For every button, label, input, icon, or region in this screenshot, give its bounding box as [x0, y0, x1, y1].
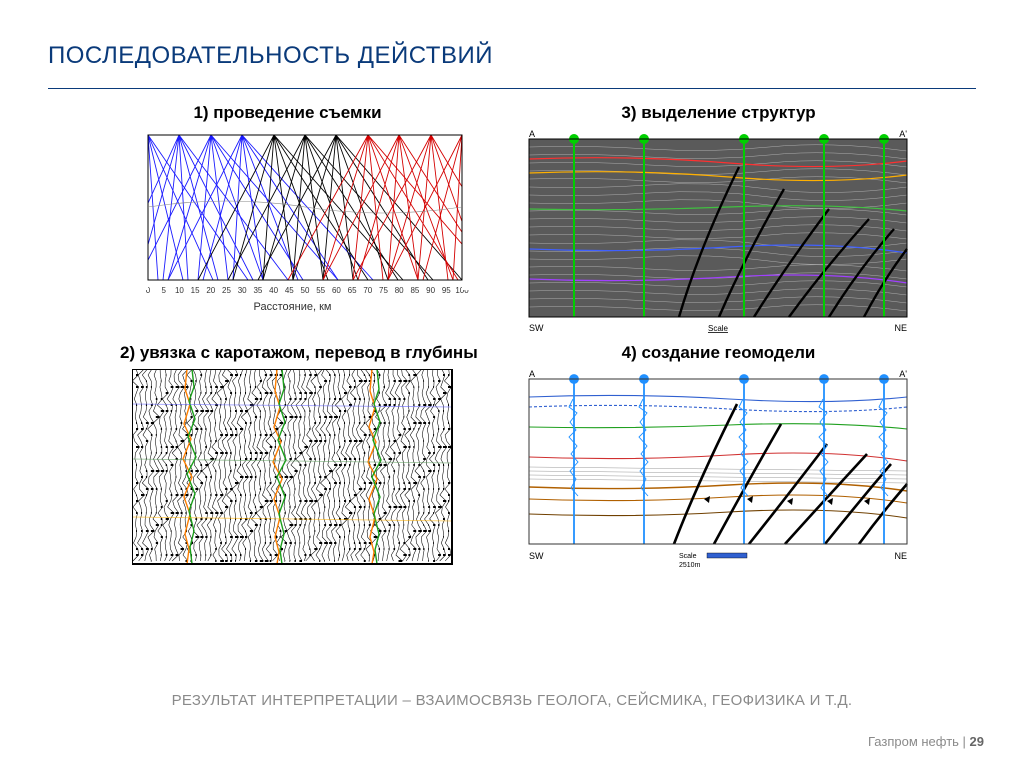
svg-text:2510m: 2510m: [679, 562, 701, 569]
svg-text:50: 50: [301, 286, 310, 295]
page-number: 29: [970, 734, 984, 749]
panel3-title: 3) выделение структур: [521, 103, 916, 123]
svg-text:70: 70: [363, 286, 372, 295]
slide: ПОСЛЕДОВАТЕЛЬНОСТЬ ДЕЙСТВИЙ 1) проведени…: [0, 0, 1024, 767]
svg-text:60: 60: [332, 286, 341, 295]
panel3-chart: A A': [521, 129, 916, 337]
svg-text:40: 40: [269, 286, 278, 295]
panel1-title: 1) проведение съемки: [90, 103, 485, 123]
panel-survey: 1) проведение съемки 0 10 0510 152025 30…: [120, 103, 485, 337]
svg-text:5: 5: [161, 286, 166, 295]
svg-text:55: 55: [316, 286, 325, 295]
svg-text:Scale: Scale: [708, 324, 729, 333]
svg-text:20: 20: [206, 286, 215, 295]
page-title: ПОСЛЕДОВАТЕЛЬНОСТЬ ДЕЙСТВИЙ: [48, 42, 976, 70]
svg-text:Scale: Scale: [679, 553, 697, 560]
svg-text:65: 65: [348, 286, 357, 295]
svg-text:A: A: [529, 129, 535, 139]
svg-text:45: 45: [285, 286, 294, 295]
svg-text:15: 15: [191, 286, 200, 295]
footer-brand: Газпром нефть | 29: [868, 734, 984, 749]
svg-text:30: 30: [238, 286, 247, 295]
svg-text:85: 85: [410, 286, 419, 295]
panel2-chart: [132, 369, 467, 569]
panel-structures: 3) выделение структур A A': [521, 103, 916, 337]
svg-text:10: 10: [175, 286, 184, 295]
svg-text:25: 25: [222, 286, 231, 295]
panel4-title: 4) создание геомодели: [521, 343, 916, 363]
panel-geomodel: 4) создание геомодели A A': [521, 343, 916, 569]
svg-text:A': A': [899, 369, 907, 379]
svg-text:90: 90: [426, 286, 435, 295]
svg-text:95: 95: [442, 286, 451, 295]
svg-text:A: A: [529, 369, 535, 379]
svg-text:NE: NE: [894, 551, 907, 561]
svg-text:75: 75: [379, 286, 388, 295]
panel4-chart: A A': [521, 369, 916, 569]
panel2-title: 2) увязка с каротажом, перевод в глубины: [120, 343, 485, 363]
svg-text:SW: SW: [529, 551, 544, 561]
panel1-chart: 0 10 0510 152025 303540 455055 606570 75…: [120, 129, 475, 299]
svg-text:SW: SW: [529, 323, 544, 333]
panel-well-tie: 2) увязка с каротажом, перевод в глубины: [120, 343, 485, 569]
svg-text:80: 80: [395, 286, 404, 295]
brand-name: Газпром нефть: [868, 734, 959, 749]
panel1-xlabel: Расстояние, км: [100, 301, 485, 313]
footer-summary: РЕЗУЛЬТАТ ИНТЕРПРЕТАЦИИ – ВЗАИМОСВЯЗЬ ГЕ…: [0, 692, 1024, 709]
title-divider: [48, 88, 976, 89]
svg-text:35: 35: [253, 286, 262, 295]
svg-text:NE: NE: [894, 323, 907, 333]
panel-grid: 1) проведение съемки 0 10 0510 152025 30…: [48, 95, 976, 569]
svg-text:A': A': [899, 129, 907, 139]
